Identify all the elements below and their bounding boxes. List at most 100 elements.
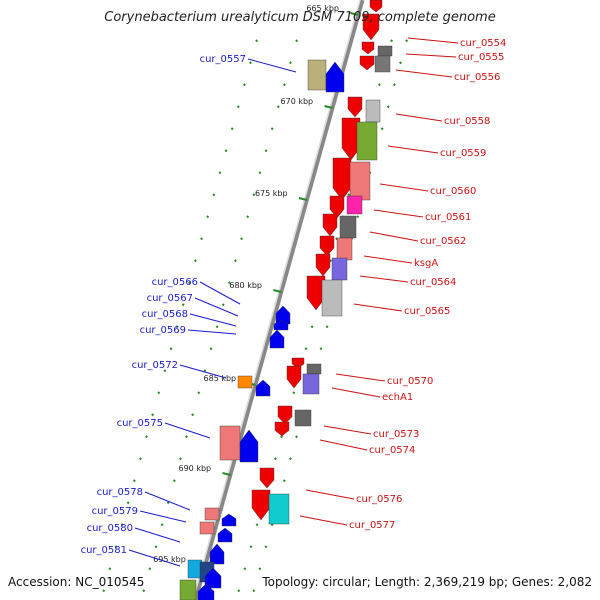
guide-dot — [246, 215, 250, 219]
guide-dot — [157, 391, 161, 395]
gene-label[interactable]: cur_0581 — [81, 545, 127, 556]
kbp-tick — [324, 105, 333, 109]
guide-dot — [178, 457, 182, 461]
label-leader — [363, 255, 413, 264]
gene-label[interactable]: ksgA — [414, 258, 438, 269]
gene-block — [307, 59, 327, 91]
gene-label[interactable]: cur_0572 — [132, 360, 178, 371]
genome-axis — [192, 0, 365, 600]
gene-block — [321, 279, 343, 317]
guide-dot — [255, 39, 259, 43]
guide-dot — [289, 61, 292, 65]
gene-label[interactable]: cur_0557 — [200, 54, 246, 65]
label-leader — [128, 549, 181, 567]
gene-label[interactable]: cur_0568 — [142, 309, 188, 320]
gene-reverse — [361, 41, 375, 55]
gene-reverse — [274, 421, 290, 437]
kbp-label: 685 kbp — [204, 374, 237, 383]
label-leader — [144, 491, 191, 511]
gene-forward — [255, 379, 271, 397]
gene-label[interactable]: cur_0578 — [97, 487, 143, 498]
guide-dot — [288, 457, 292, 461]
guide-dot — [295, 435, 298, 439]
gene-label[interactable]: cur_0569 — [140, 325, 186, 336]
guide-dot — [264, 545, 268, 549]
label-leader — [199, 281, 241, 305]
gene-reverse — [362, 13, 380, 41]
guide-dot — [282, 83, 286, 87]
gene-block — [306, 363, 322, 375]
gene-block — [219, 425, 241, 461]
gene-label[interactable]: cur_0567 — [147, 293, 193, 304]
gene-reverse — [359, 55, 375, 71]
guide-dot — [377, 83, 381, 87]
guide-dot — [292, 391, 296, 395]
guide-dot — [175, 325, 179, 329]
guide-dot — [108, 567, 112, 571]
kbp-label: 680 kbp — [229, 281, 262, 290]
gene-label[interactable]: cur_0580 — [87, 523, 133, 534]
label-leader — [369, 231, 419, 242]
label-leader — [134, 527, 181, 543]
gene-label[interactable]: cur_0579 — [92, 506, 138, 517]
gene-label[interactable]: cur_0558 — [444, 116, 490, 127]
guide-dot — [194, 259, 197, 263]
gene-block — [331, 257, 348, 281]
guide-dot — [151, 413, 155, 417]
gene-label[interactable]: cur_0560 — [430, 186, 476, 197]
gene-label[interactable]: cur_0555 — [458, 52, 504, 63]
guide-dot — [399, 61, 402, 65]
guide-dot — [258, 171, 262, 175]
gene-label[interactable]: cur_0566 — [152, 277, 198, 288]
gene-reverse — [332, 157, 352, 201]
guide-dot — [255, 523, 259, 527]
gene-label[interactable]: cur_0574 — [369, 445, 415, 456]
gene-block — [199, 521, 215, 535]
gene-reverse — [319, 235, 335, 257]
guide-dot — [221, 303, 225, 307]
gene-label[interactable]: cur_0559 — [440, 148, 486, 159]
guide-dot — [132, 479, 136, 483]
gene-label[interactable]: cur_0564 — [410, 277, 456, 288]
label-leader — [335, 373, 386, 382]
gene-label[interactable]: cur_0562 — [420, 236, 466, 247]
gene-label[interactable]: cur_0573 — [373, 429, 419, 440]
gene-label[interactable]: cur_0577 — [349, 520, 395, 531]
gene-reverse — [329, 195, 345, 219]
accession-text: Accession: NC_010545 — [8, 575, 145, 589]
guide-dot — [200, 237, 204, 241]
gene-block — [237, 375, 253, 389]
label-leader — [331, 387, 381, 398]
gene-forward — [217, 527, 233, 543]
gene-label[interactable]: echA1 — [382, 392, 413, 403]
gene-forward — [275, 305, 291, 325]
guide-dot — [270, 127, 274, 131]
guide-dot — [163, 369, 167, 373]
gene-reverse — [286, 365, 302, 389]
gene-label[interactable]: cur_0556 — [454, 72, 500, 83]
label-leader — [187, 329, 237, 335]
gene-label[interactable]: cur_0561 — [425, 212, 471, 223]
gene-block — [336, 237, 353, 261]
gene-label[interactable]: cur_0570 — [387, 376, 433, 387]
gene-label[interactable]: cur_0575 — [117, 418, 163, 429]
guide-dot — [120, 523, 124, 527]
gene-block — [204, 507, 220, 521]
gene-block — [346, 195, 363, 215]
guide-dot — [249, 61, 252, 65]
gene-label[interactable]: cur_0554 — [460, 38, 506, 49]
genome-title: Corynebacterium urealyticum DSM 7109, co… — [104, 10, 496, 25]
guide-dot — [264, 149, 268, 153]
guide-dot — [390, 39, 394, 43]
guide-dot — [169, 347, 173, 351]
gene-block — [377, 45, 393, 57]
label-leader — [405, 53, 457, 58]
gene-reverse — [306, 275, 326, 311]
guide-dot — [215, 325, 219, 329]
guide-dot — [236, 105, 240, 109]
gene-label[interactable]: cur_0565 — [404, 306, 450, 317]
gene-label[interactable]: cur_0576 — [356, 494, 402, 505]
gene-forward — [273, 319, 289, 331]
gene-forward — [239, 429, 259, 463]
guide-dot — [191, 413, 195, 417]
